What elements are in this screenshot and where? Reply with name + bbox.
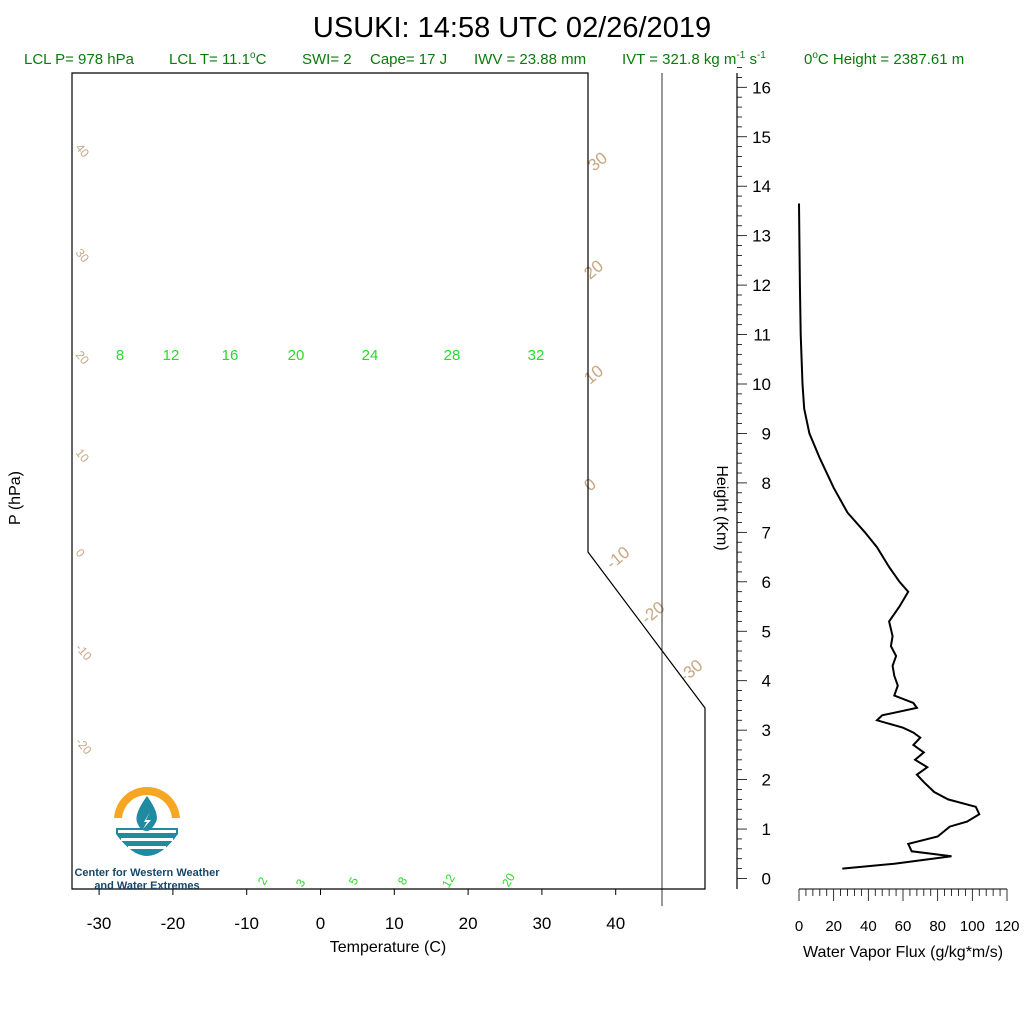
x-tick-label: 0 [316,914,325,933]
adiabat-label: 0 [73,546,88,560]
moist-adiabat-label: 24 [362,347,379,364]
wind-barb-column [661,73,663,906]
flux-y-tick-label: 0 [762,870,771,889]
flux-y-tick-label: 15 [752,128,771,147]
adiabat-label: 40 [73,141,93,160]
cw3e-logo: Center for Western Weather and Water Ext… [74,787,220,892]
adiabat-label-right: 0 [580,474,599,495]
flux-x-tick-label: 0 [795,918,803,935]
stats-line: LCL P= 978 hPa LCL T= 11.1oC SWI= 2 Cape… [24,50,964,68]
adiabat-label-right: -30 [675,656,706,686]
flux-y-tick-label: 12 [752,276,771,295]
flux-y-tick-label: 7 [762,523,771,542]
flux-x-axis-label: Water Vapor Flux (g/kg*m/s) [803,944,1003,961]
flux-y-tick-label: 9 [762,424,771,443]
moist-adiabat-label: 8 [116,347,124,364]
stat-lcl-p: LCL P= 978 hPa [24,51,135,68]
adiabat-label: 20 [73,348,93,367]
flux-y-tick-label: 10 [752,375,771,394]
mixing-ratio-label: 3 [293,876,309,889]
moist-adiabat-label: 28 [444,347,461,364]
x-tick-label: 40 [606,914,625,933]
flux-y-tick-label: 14 [752,177,771,196]
x-tick-label: -10 [234,914,259,933]
flux-x-tick-label: 120 [994,918,1019,935]
flux-y-tick-label: 16 [752,78,771,97]
stat-cape: Cape= 17 J [370,51,447,68]
mixing-ratio-label: 2 [255,874,271,887]
moist-adiabat-label: 16 [222,347,239,364]
skewt-frame [71,72,706,890]
flux-y-tick-label: 2 [762,771,771,790]
stat-swi: SWI= 2 [302,51,352,68]
wind-panel-mask [588,73,705,889]
skewt-axes: -30-20-100102030401001502002503004005007… [87,889,625,933]
stat-lcl-t: LCL T= 11.1oC [169,50,267,68]
flux-y-tick-label: 8 [762,474,771,493]
adiabat-label-right: 10 [580,361,607,388]
adiabat-label-right: -10 [602,543,633,573]
adiabat-label: -10 [73,641,95,664]
flux-panel: 0 20 40 60 80 100 120012345678910111213141516 … [713,67,1020,961]
logo-text-line2: and Water Extremes [94,880,199,892]
flux-x-tick-label: 60 [895,918,912,935]
flux-y-tick-label: 5 [762,622,771,641]
flux-y-tick-label: 3 [762,721,771,740]
adiabat-label: 10 [73,446,93,465]
stat-zero-height: 0oC Height = 2387.61 m [804,50,964,68]
water-drop-icon [136,796,157,831]
x-tick-label: 10 [385,914,404,933]
mixing-ratio-label: 8 [395,874,411,887]
chart-title: USUKI: 14:58 UTC 02/26/2019 [313,12,711,44]
mixing-ratio-label: 12 [439,871,458,890]
adiabat-label: -20 [73,735,95,758]
flux-x-tick-label: 80 [929,918,946,935]
moist-adiabat-label: 12 [163,347,180,364]
mixing-ratio-label: 5 [346,874,362,887]
x-tick-label: 20 [459,914,478,933]
mixing-ratio-label: 20 [499,870,518,889]
flux-y-tick-label: 11 [753,326,771,345]
skewt-background-labels: 5060708090100110120130140150160403020100… [73,141,707,890]
x-tick-label: -30 [87,914,112,933]
flux-x-tick-label: 40 [860,918,877,935]
flux-y-axis-label: Height (Km) [713,465,730,550]
flux-profile-line [798,203,981,870]
skewt-y-axis-label: P (hPa) [7,471,24,525]
flux-y-tick-label: 1 [762,820,771,839]
flux-y-tick-label: 6 [762,573,771,592]
flux-x-tick-label: 100 [960,918,985,935]
flux-x-tick-label: 20 [825,918,842,935]
flux-y-tick-label: 13 [752,227,771,246]
stat-ivt: IVT = 321.8 kg m-1 s-1 [622,50,766,68]
logo-text-line1: Center for Western Weather [74,867,220,879]
x-tick-label: -20 [161,914,186,933]
x-tick-label: 30 [532,914,551,933]
flux-y-tick-label: 4 [762,672,771,691]
adiabat-label-right: 20 [580,256,607,283]
skewt-x-axis-label: Temperature (C) [330,939,446,956]
adiabat-label: 30 [73,246,93,265]
moist-adiabat-label: 32 [528,347,545,364]
moist-adiabat-label: 20 [288,347,305,364]
stat-iwv: IWV = 23.88 mm [474,51,586,68]
